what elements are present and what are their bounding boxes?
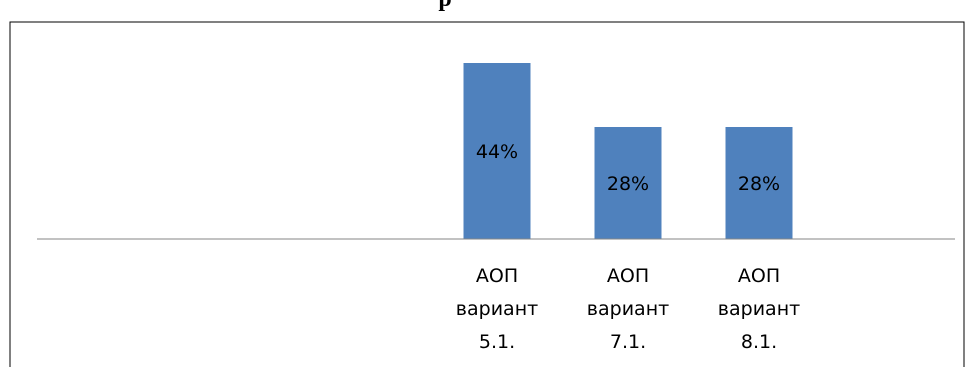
category-label-1-line-1: АОП: [476, 265, 518, 287]
data-labels-group: 44% 28% 28%: [476, 141, 780, 195]
category-label-2-line-1: АОП: [607, 265, 649, 287]
category-label-2-line-3: 7.1.: [610, 331, 646, 353]
bar-1: [463, 63, 531, 239]
chart-title: р: [438, 0, 451, 12]
category-label-3-line-3: 8.1.: [741, 331, 777, 353]
category-label-2-line-2: вариант: [587, 298, 669, 320]
chart-border: [9, 21, 965, 367]
category-label-1-line-3: 5.1.: [479, 331, 515, 353]
bar-2: [594, 127, 662, 239]
bar-3: [725, 127, 793, 239]
data-label-1: 44%: [476, 141, 518, 163]
category-label-1-line-2: вариант: [456, 298, 538, 320]
category-label-3-line-2: вариант: [718, 298, 800, 320]
category-label-3-line-1: АОП: [738, 265, 780, 287]
data-label-3: 28%: [738, 173, 780, 195]
data-label-2: 28%: [607, 173, 649, 195]
bars-group: [463, 63, 793, 239]
category-labels-group: АОП вариант 5.1. АОП вариант 7.1. АОП вариант 8.…: [456, 265, 800, 353]
